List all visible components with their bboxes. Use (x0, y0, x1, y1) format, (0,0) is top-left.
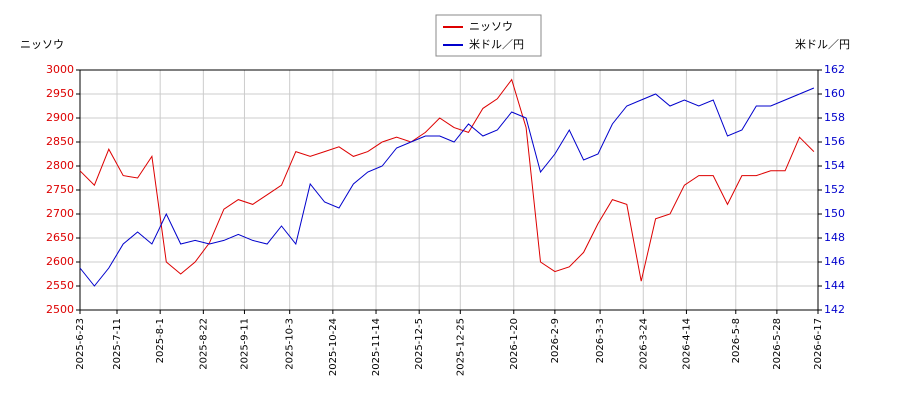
y-tick-label: 2500 (46, 303, 74, 316)
y2-tick-label: 158 (824, 111, 845, 124)
y2-tick-label: 152 (824, 183, 845, 196)
x-tick-label: 2025-11-14 (371, 318, 382, 376)
x-tick-label: 2025-12-25 (455, 318, 466, 376)
y2-tick-label: 156 (824, 135, 845, 148)
x-tick-label: 2026-3-24 (638, 318, 649, 370)
y2-tick-label: 148 (824, 231, 845, 244)
x-tick-label: 2025-12-5 (414, 318, 425, 370)
y-axis-title: ニッソウ (20, 38, 64, 51)
y-tick-label: 2600 (46, 255, 74, 268)
y-tick-label: 2750 (46, 183, 74, 196)
y-tick-label: 3000 (46, 63, 74, 76)
x-tick-label: 2025-10-24 (328, 318, 339, 376)
x-tick-label: 2025-6-23 (75, 318, 86, 370)
x-tick-label: 2025-7-11 (112, 318, 123, 370)
y2-tick-label: 144 (824, 279, 845, 292)
legend-box (435, 14, 542, 57)
x-tick-label: 2026-3-3 (595, 318, 606, 363)
y-tick-label: 2550 (46, 279, 74, 292)
y2-tick-label: 154 (824, 159, 845, 172)
legend-label: 米ドル／円 (469, 38, 524, 51)
x-tick-label: 2026-6-17 (813, 318, 824, 370)
x-tick-label: 2026-2-9 (550, 318, 561, 363)
x-tick-label: 2026-5-8 (731, 318, 742, 363)
x-tick-label: 2025-10-3 (285, 318, 296, 370)
y-tick-label: 2800 (46, 159, 74, 172)
x-tick-label: 2026-1-20 (509, 318, 520, 370)
y2-tick-label: 150 (824, 207, 845, 220)
x-tick-label: 2026-5-28 (772, 318, 783, 370)
y2-tick-label: 162 (824, 63, 845, 76)
y2-tick-label: 146 (824, 255, 845, 268)
series-line (79, 78, 815, 282)
x-tick-label: 2025-8-22 (198, 318, 209, 370)
y-tick-label: 2650 (46, 231, 74, 244)
y-tick-label: 2900 (46, 111, 74, 124)
x-tick-label: 2025-9-11 (239, 318, 250, 370)
x-tick-label: 2026-4-14 (681, 318, 692, 370)
legend-label: ニッソウ (469, 20, 513, 33)
x-tick-label: 2025-8-1 (155, 318, 166, 363)
y2-axis-title: 米ドル／円 (795, 38, 850, 51)
y-tick-label: 2700 (46, 207, 74, 220)
y2-tick-label: 142 (824, 303, 845, 316)
y-tick-label: 2950 (46, 87, 74, 100)
y2-tick-label: 160 (824, 87, 845, 100)
series-line (79, 87, 815, 287)
y-tick-label: 2850 (46, 135, 74, 148)
plot-frame (79, 69, 819, 311)
